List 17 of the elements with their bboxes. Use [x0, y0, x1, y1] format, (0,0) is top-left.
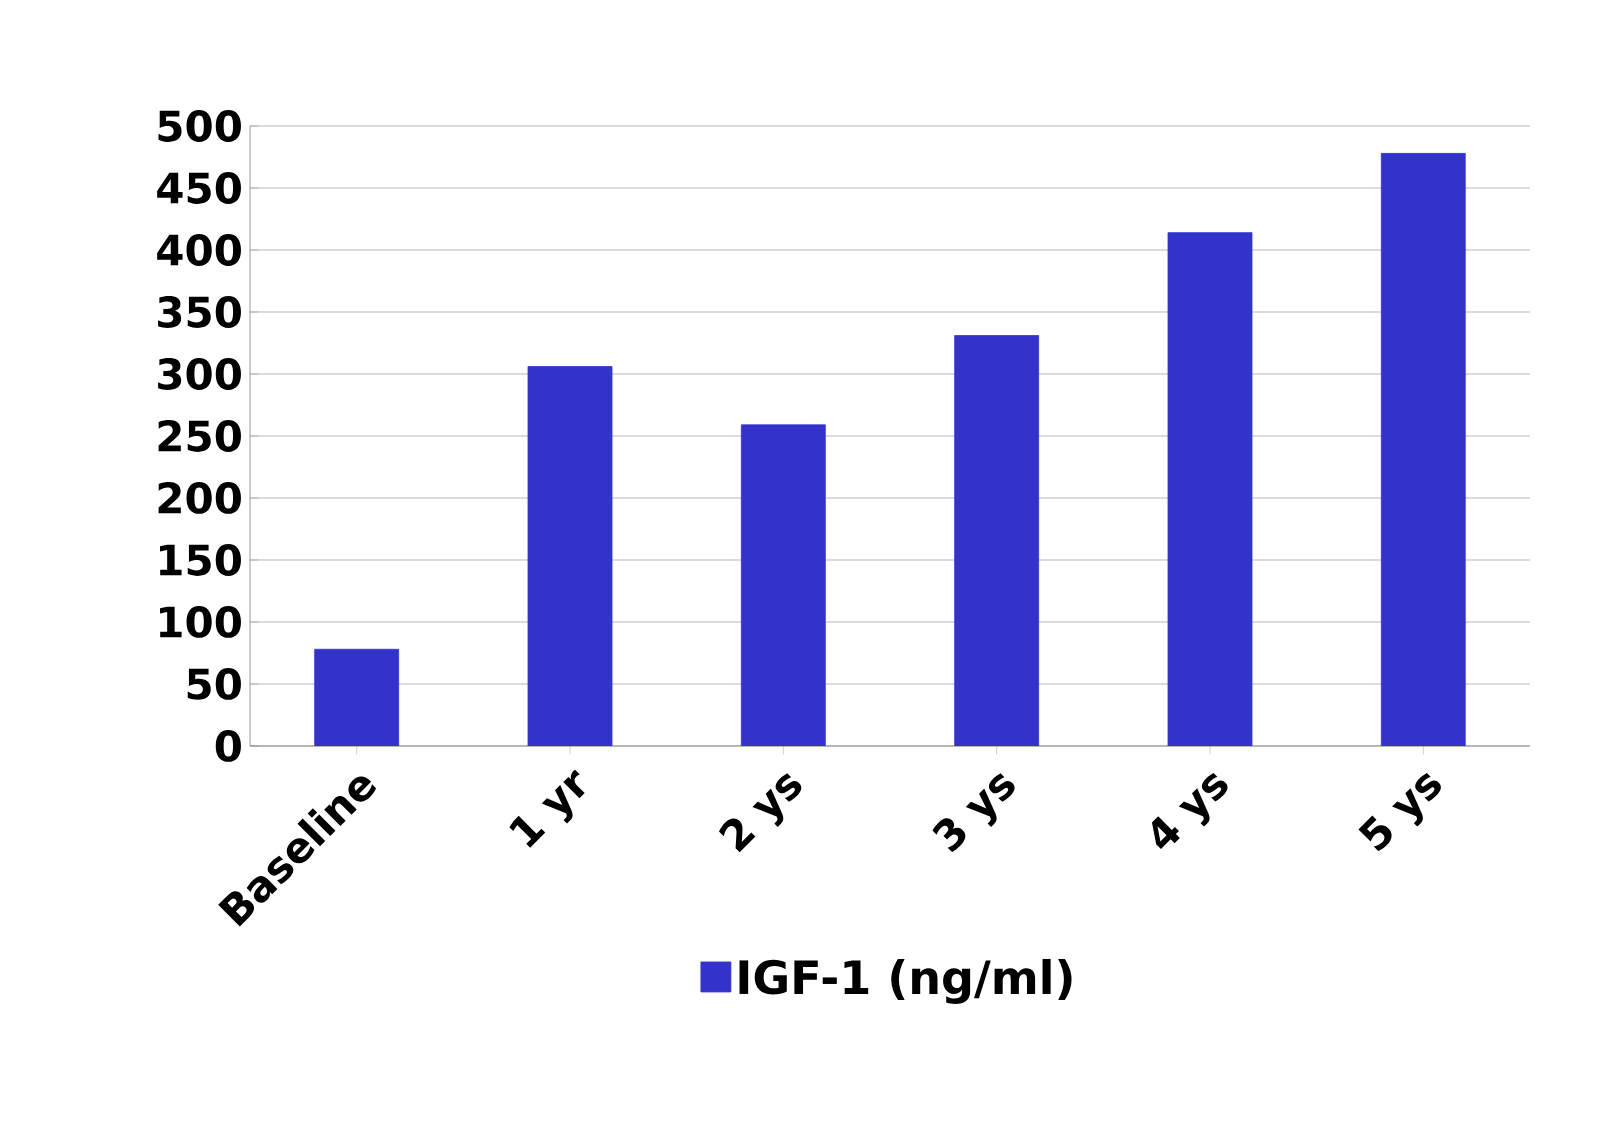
x-tick-label: 4 ys [1151, 772, 1228, 849]
x-tick-label: 5 ys [1358, 772, 1441, 851]
y-tick-label: 200 [158, 482, 241, 514]
y-tick-label: 250 [158, 420, 241, 452]
y-tick-label: 350 [158, 296, 241, 328]
y-tick-label: 300 [158, 358, 241, 390]
x-tick-label: 1 yr [509, 769, 585, 848]
x-tick-label: 3 ys [932, 773, 1015, 852]
x-tick-label: 2 ys [718, 773, 802, 853]
y-tick-label: 450 [157, 172, 241, 204]
y-tick-label: 500 [158, 110, 241, 142]
y-tick-label: 150 [160, 544, 241, 576]
y-tick-label: 400 [157, 234, 241, 266]
y-tick-label: 0 [215, 730, 241, 762]
legend-label: IGF-1 (ng/ml) [739, 958, 1072, 1004]
y-tick-label: 100 [160, 606, 241, 638]
y-tick-label: 50 [187, 668, 241, 700]
